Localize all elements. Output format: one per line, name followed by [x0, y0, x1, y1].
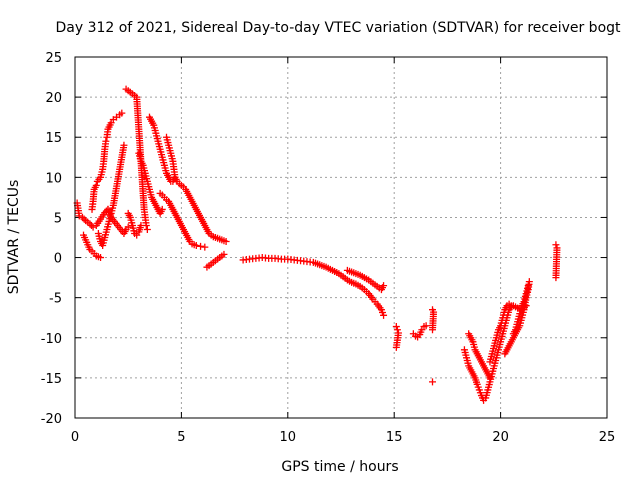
data-point-arc-22	[524, 282, 532, 290]
y-tick-label: 5	[54, 211, 62, 226]
y-axis-label: SDTVAR / TECUs	[6, 180, 22, 295]
data-point-arc-11	[197, 242, 205, 250]
x-tick-label: 0	[71, 430, 79, 445]
data-point-arc-14	[380, 282, 388, 290]
data-point-arc-17	[429, 326, 437, 334]
y-tick-label: -20	[41, 412, 62, 427]
data-point-arc-11	[192, 242, 200, 250]
chart-title: Day 312 of 2021, Sidereal Day-to-day VTE…	[55, 20, 621, 36]
data-point-arc-7	[137, 221, 145, 229]
data-point-arc-12	[220, 250, 228, 258]
x-tick-label: 10	[280, 430, 297, 445]
y-tick-label: -10	[41, 332, 62, 347]
x-tick-label: 15	[386, 430, 403, 445]
data-point-arc-1	[78, 213, 86, 221]
data-point-arc-2	[97, 254, 105, 262]
y-tick-label: 20	[45, 91, 62, 106]
data-point-arc-10	[222, 238, 230, 246]
data-point-arc-23	[552, 274, 560, 282]
data-point-arc-15	[392, 323, 400, 331]
y-tick-label: 10	[45, 171, 62, 186]
gridlines	[75, 57, 607, 418]
data-points	[73, 85, 561, 404]
y-tick-label: -15	[41, 372, 62, 387]
data-point-arc-15	[392, 343, 400, 351]
data-point-arc-1	[89, 223, 97, 231]
data-point-arc-5	[124, 223, 132, 231]
data-point-arc-3	[118, 109, 126, 117]
data-point-arc-13	[380, 311, 388, 319]
x-tick-label: 5	[177, 430, 185, 445]
y-tick-label: 0	[54, 252, 62, 267]
data-point-arc-8	[158, 205, 166, 213]
x-tick-label: 25	[599, 430, 616, 445]
data-point-arc-23	[552, 241, 560, 249]
data-point-arc-21	[525, 278, 533, 286]
data-point-arc-19	[486, 374, 494, 382]
data-point-arc-3	[92, 181, 100, 189]
data-point-arc-17	[429, 378, 437, 386]
data-point-arc-1	[86, 220, 94, 228]
data-point-arc-4	[120, 141, 128, 149]
data-point-arc-15	[393, 326, 401, 334]
data-point-arc-16	[422, 322, 430, 330]
x-tick-label: 20	[492, 430, 509, 445]
data-point-arc-6	[143, 225, 151, 233]
y-tick-label: 15	[45, 131, 62, 146]
x-axis-label: GPS time / hours	[281, 459, 398, 475]
y-tick-label: -5	[49, 292, 62, 307]
data-point-arc-1	[80, 215, 88, 223]
x-tick-labels: 0 5 10 15 20 25	[71, 430, 615, 445]
data-point-arc-11	[201, 243, 209, 251]
y-tick-labels: -20 -15 -10 -5 0 5 10 15 20 25	[41, 51, 62, 427]
data-point-arc-1	[75, 212, 83, 220]
plot-frame	[74, 56, 608, 419]
y-tick-label: 25	[45, 51, 62, 66]
data-point-arc-3	[102, 137, 110, 145]
